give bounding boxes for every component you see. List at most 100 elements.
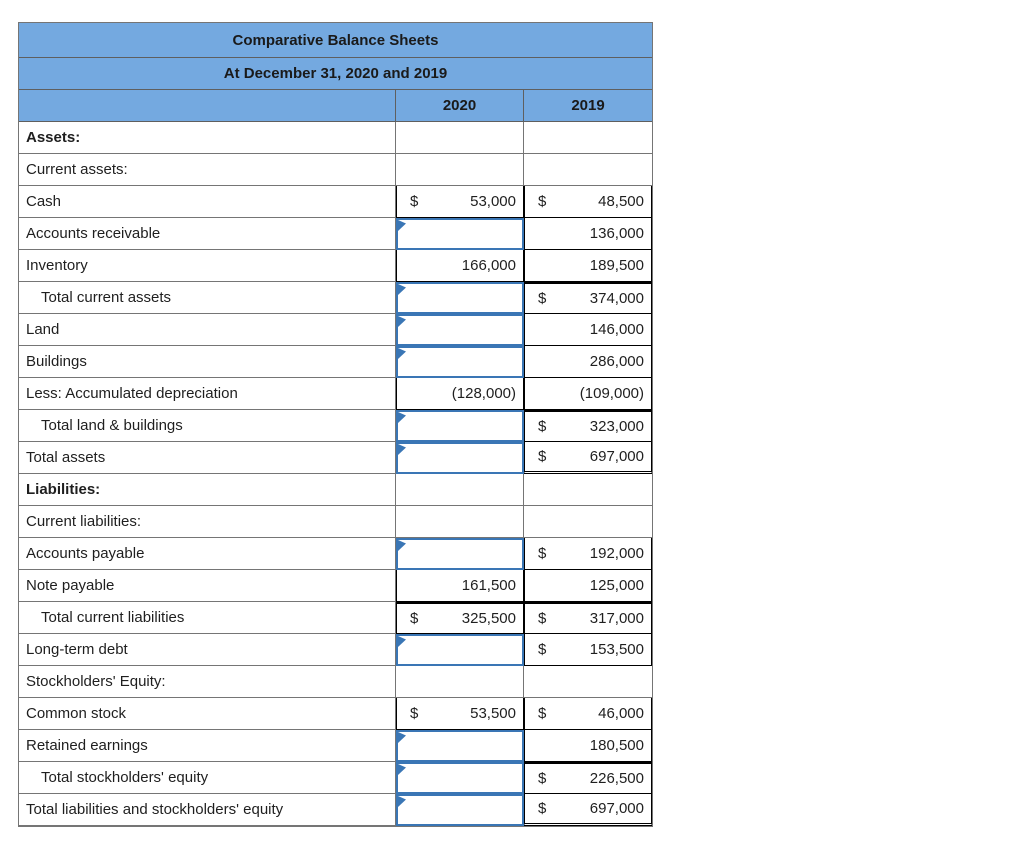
row-label-accounts-receivable: Accounts receivable [19, 218, 396, 250]
row-label-land: Land [19, 314, 396, 346]
cell-amount: 48,500 [598, 193, 644, 210]
row-label-assets: Assets: [19, 122, 396, 154]
cell-amount: 286,000 [589, 353, 644, 370]
dollar-sign: $ [538, 418, 547, 435]
dollar-sign: $ [538, 770, 547, 787]
row-label-total-liabilities-and-stockholders-equity: Total liabilities and stockholders' equi… [19, 794, 396, 826]
value-cell-2019-cash: $48,500 [524, 186, 652, 218]
input-cell-2020-total-stockholders-equity[interactable] [396, 762, 524, 794]
cell-amount: 325,500 [461, 610, 516, 627]
input-cell-2020-buildings[interactable] [396, 346, 524, 378]
cell-amount: 226,500 [589, 770, 644, 787]
table-row: Long-term debt $153,500 [19, 634, 652, 666]
cell-amount: 166,000 [461, 257, 516, 274]
cell-amount: 161,500 [461, 577, 516, 594]
input-cell-2020-accounts-payable[interactable] [396, 538, 524, 570]
value-cell-2020-inventory: 166,000 [396, 250, 524, 282]
table-row: Total land & buildings $323,000 [19, 410, 652, 442]
cell-amount: 125,000 [589, 577, 644, 594]
table-row: Current assets: [19, 154, 652, 186]
input-cell-2020-total-liabilities-and-stockholders-equity[interactable] [396, 794, 524, 826]
empty-cell-2020-current-liabilities [396, 506, 524, 538]
row-label-long-term-debt: Long-term debt [19, 634, 396, 666]
cell-amount: 189,500 [589, 257, 644, 274]
row-label-inventory: Inventory [19, 250, 396, 282]
row-label-buildings: Buildings [19, 346, 396, 378]
value-cell-2019-land: 146,000 [524, 314, 652, 346]
value-cell-2019-total-liabilities-and-stockholders-equity: $697,000 [524, 794, 652, 826]
table-body: Assets: Current assets: Cash $53,000 $48,500… [19, 122, 652, 826]
table-row: Total current liabilities $325,500 $317,00… [19, 602, 652, 634]
table-row: Note payable 161,500 125,000 [19, 570, 652, 602]
table-row: Assets: [19, 122, 652, 154]
cell-amount: 53,000 [470, 193, 516, 210]
row-label-current-assets: Current assets: [19, 154, 396, 186]
cell-amount: 317,000 [589, 610, 644, 627]
table-row: Current liabilities: [19, 506, 652, 538]
cell-amount: 192,000 [589, 545, 644, 562]
cell-amount: 697,000 [589, 800, 644, 817]
value-cell-2020-common-stock: $53,500 [396, 698, 524, 730]
cell-amount: 153,500 [589, 641, 644, 658]
table-row: Less: Accumulated depreciation (128,000) (… [19, 378, 652, 410]
row-label-total-current-assets: Total current assets [19, 282, 396, 314]
dollar-sign: $ [410, 193, 419, 210]
cell-amount: 53,500 [470, 705, 516, 722]
cell-amount: 323,000 [589, 418, 644, 435]
value-cell-2019-retained-earnings: 180,500 [524, 730, 652, 762]
input-cell-2020-retained-earnings[interactable] [396, 730, 524, 762]
row-label-total-current-liabilities: Total current liabilities [19, 602, 396, 634]
dollar-sign: $ [538, 641, 547, 658]
value-cell-2019-less-accumulated-depreciation: (109,000) [524, 378, 652, 410]
value-cell-2019-total-stockholders-equity: $226,500 [524, 762, 652, 794]
row-label-total-land-buildings: Total land & buildings [19, 410, 396, 442]
cell-amount: 46,000 [598, 705, 644, 722]
input-cell-2020-long-term-debt[interactable] [396, 634, 524, 666]
value-cell-2019-total-assets: $697,000 [524, 442, 652, 474]
value-cell-2019-inventory: 189,500 [524, 250, 652, 282]
row-label-liabilities: Liabilities: [19, 474, 396, 506]
dollar-sign: $ [538, 448, 547, 465]
input-cell-2020-total-current-assets[interactable] [396, 282, 524, 314]
value-cell-2020-cash: $53,000 [396, 186, 524, 218]
dollar-sign: $ [538, 610, 547, 627]
row-label-stockholders-equity: Stockholders' Equity: [19, 666, 396, 698]
value-cell-2020-less-accumulated-depreciation: (128,000) [396, 378, 524, 410]
row-label-note-payable: Note payable [19, 570, 396, 602]
table-row: Accounts receivable 136,000 [19, 218, 652, 250]
row-label-total-stockholders-equity: Total stockholders' equity [19, 762, 396, 794]
cell-amount: (128,000) [451, 385, 516, 402]
input-cell-2020-total-assets[interactable] [396, 442, 524, 474]
column-header-2020: 2020 [396, 90, 524, 121]
value-cell-2020-total-current-liabilities: $325,500 [396, 602, 524, 634]
column-header-2019: 2019 [571, 97, 605, 114]
table-row: Buildings 286,000 [19, 346, 652, 378]
cell-amount: 146,000 [589, 321, 644, 338]
empty-cell-2019-current-assets [524, 154, 652, 186]
value-cell-2019-long-term-debt: $153,500 [524, 634, 652, 666]
empty-cell-2020-stockholders-equity [396, 666, 524, 698]
dollar-sign: $ [538, 290, 547, 307]
input-cell-2020-land[interactable] [396, 314, 524, 346]
dollar-sign: $ [538, 705, 547, 722]
cell-amount: 136,000 [589, 225, 644, 242]
row-label-retained-earnings: Retained earnings [19, 730, 396, 762]
dollar-sign: $ [538, 545, 547, 562]
cell-amount: 374,000 [589, 290, 644, 307]
value-cell-2019-common-stock: $46,000 [524, 698, 652, 730]
input-cell-2020-total-land-buildings[interactable] [396, 410, 524, 442]
empty-cell-2019-current-liabilities [524, 506, 652, 538]
table-subtitle-row: At December 31, 2020 and 2019 [19, 58, 652, 90]
balance-sheet-table: Comparative Balance Sheets At December 3… [18, 22, 653, 827]
table-row: Retained earnings 180,500 [19, 730, 652, 762]
input-cell-2020-accounts-receivable[interactable] [396, 218, 524, 250]
row-label-cash: Cash [19, 186, 396, 218]
value-cell-2019-accounts-payable: $192,000 [524, 538, 652, 570]
table-row: Liabilities: [19, 474, 652, 506]
table-row: Inventory 166,000 189,500 [19, 250, 652, 282]
table-row: Land 146,000 [19, 314, 652, 346]
row-label-total-assets: Total assets [19, 442, 396, 474]
empty-cell-2019-liabilities [524, 474, 652, 506]
value-cell-2019-total-current-liabilities: $317,000 [524, 602, 652, 634]
table-subtitle: At December 31, 2020 and 2019 [223, 65, 448, 82]
